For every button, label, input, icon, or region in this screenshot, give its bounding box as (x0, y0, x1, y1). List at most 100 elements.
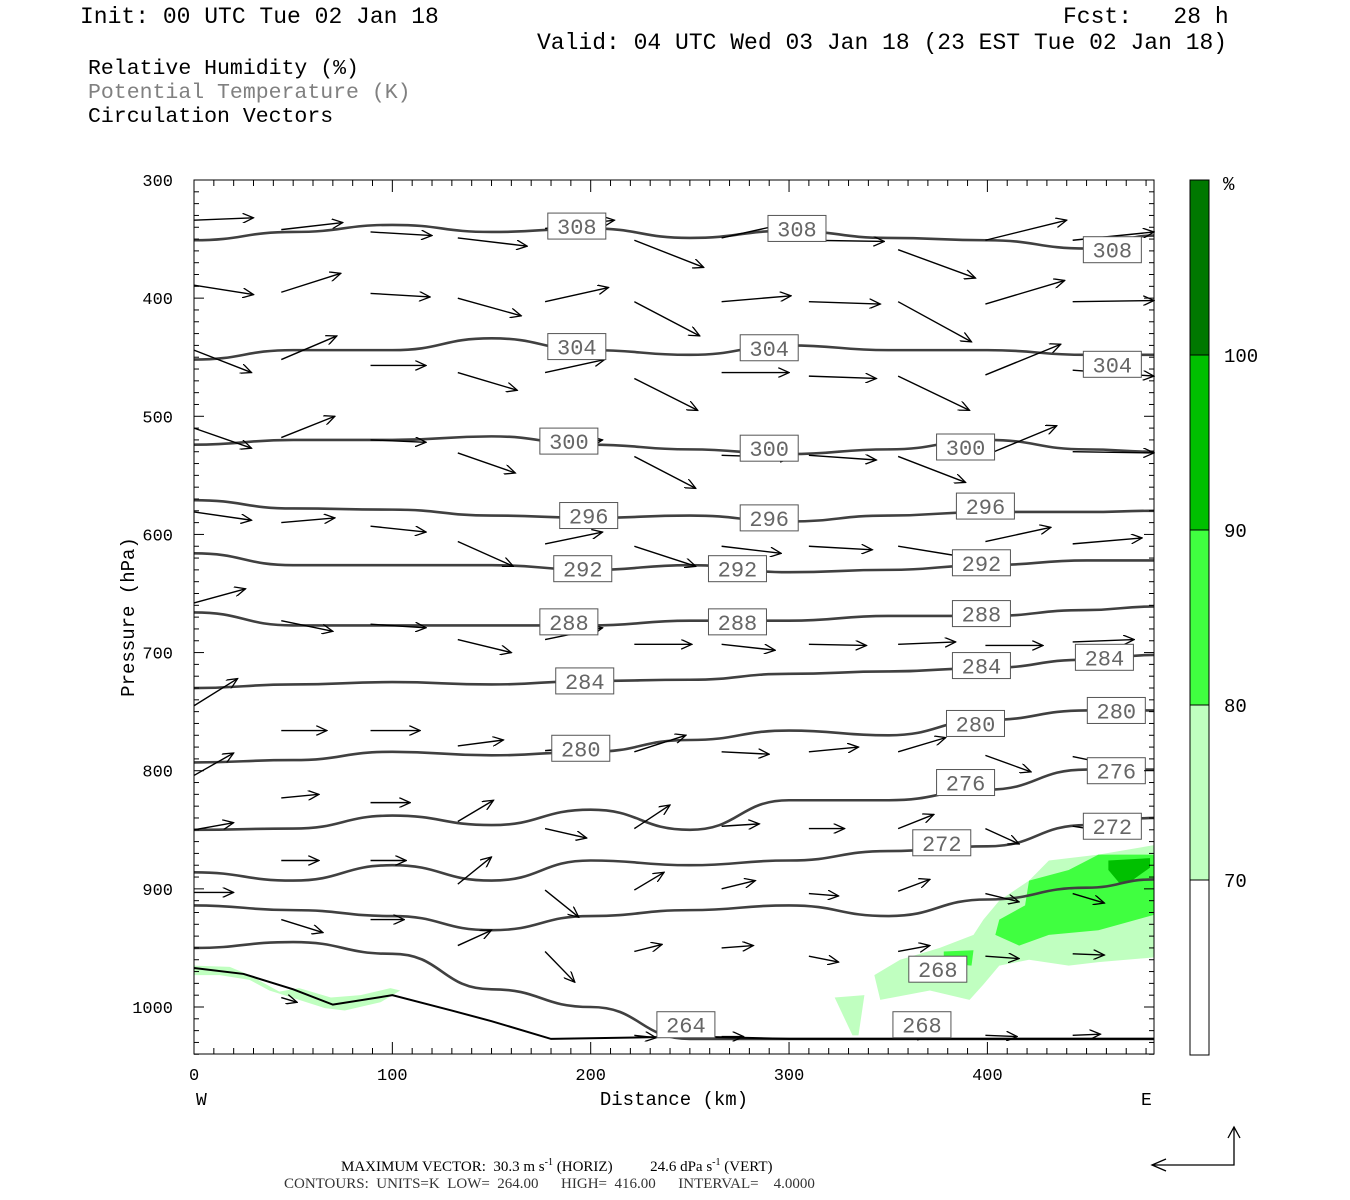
theta-label: 280 (561, 738, 601, 763)
vector-arrow (985, 527, 1050, 543)
vector-arrow (897, 455, 965, 482)
west-label: W (196, 1091, 207, 1111)
vector-arrow (985, 426, 1056, 456)
vector-arrow (634, 239, 703, 267)
vector-arrow (633, 805, 670, 830)
vector-arrow (193, 823, 234, 831)
theta-label: 296 (966, 496, 1006, 521)
vert-exponent: -1 (712, 1157, 721, 1168)
theta-contour-276 (193, 768, 1154, 832)
theta-label-box (1082, 236, 1142, 264)
vector-arrow (898, 946, 930, 952)
vector-arrow (281, 273, 341, 293)
vector-arrow (897, 738, 946, 753)
colorbar-swatch (1189, 354, 1210, 531)
vector-arrow (897, 879, 930, 892)
theta-label: 272 (922, 833, 962, 858)
theta-contour-304 (193, 337, 1154, 361)
vector-arrow (544, 889, 579, 917)
theta-label-box (1086, 757, 1146, 785)
vector-arrow (721, 752, 770, 754)
theta-label: 308 (557, 216, 597, 241)
max-vector-label: MAXIMUM VECTOR: (341, 1159, 486, 1175)
theta-label-box (739, 434, 799, 462)
vector-arrow (897, 814, 934, 830)
vector-arrow (370, 440, 427, 442)
x-axis-label: Distance (km) (600, 1089, 748, 1111)
theta-label: 300 (946, 437, 986, 462)
colorbar-level-label: 80 (1224, 696, 1247, 718)
y-tick-label: 900 (142, 882, 173, 901)
y-tick-label: 700 (142, 646, 173, 665)
theta-label: 300 (549, 431, 589, 456)
vector-arrow (634, 735, 686, 753)
max-horiz-value: 30.3 m s (493, 1159, 545, 1175)
vector-arrow (193, 511, 252, 520)
rh-region-70-80 (194, 965, 401, 1011)
theta-label-box (707, 608, 767, 636)
theta-label: 276 (1097, 761, 1137, 786)
y-tick-label: 400 (142, 291, 173, 310)
vector-arrow (985, 280, 1064, 305)
vector-arrow (721, 296, 791, 303)
max-vector-line: MAXIMUM VECTOR: 30.3 m s-1 (HORIZ) 24.6 … (341, 1157, 773, 1176)
vector-arrow (985, 220, 1066, 241)
vector-arrow (281, 918, 323, 933)
colorbar: % 100 90 80 70 (1189, 174, 1258, 1056)
theta-label: 272 (1093, 816, 1133, 841)
vector-arrow (985, 1035, 1017, 1036)
vector-arrow (370, 525, 427, 532)
terrain-line (193, 967, 1154, 1040)
vector-scale-icon (1150, 1125, 1241, 1172)
theta-label: 268 (918, 959, 958, 984)
theta-label-box (1082, 350, 1142, 378)
valid-time: Valid: 04 UTC Wed 03 Jan 18 (23 EST Tue … (537, 30, 1228, 56)
vector-arrow (1072, 538, 1142, 545)
vector-arrow (281, 619, 333, 632)
vector-arrow (457, 297, 521, 316)
theta-label-box (912, 829, 972, 857)
vector-arrow (985, 892, 1019, 902)
vector-arrow (544, 360, 605, 374)
east-label: E (1141, 1091, 1152, 1111)
theta-label-box (1074, 643, 1134, 671)
vector-arrow (985, 956, 1019, 958)
vector-arrow (634, 545, 695, 566)
vector-arrow (1072, 640, 1134, 642)
colorbar-swatch (1189, 704, 1210, 881)
theta-label-box (547, 333, 607, 361)
axes: 300 400 500 600 700 800 900 1000 0 100 200 300 400 (132, 173, 1154, 1086)
vector-arrow (808, 376, 876, 378)
vector-arrow (897, 249, 975, 278)
theta-label-box (739, 334, 799, 362)
theta-label-box (936, 433, 996, 461)
theta-label: 264 (666, 1015, 706, 1040)
colorbar-level-label: 70 (1224, 871, 1247, 893)
vector-arrow (370, 293, 431, 297)
legend-circulation-vectors: Circulation Vectors (88, 105, 334, 129)
vector-arrow (808, 956, 839, 962)
vector-arrow (721, 545, 782, 553)
vector-arrow (1072, 301, 1154, 302)
theta-label-box (539, 608, 599, 636)
vector-arrow (721, 881, 756, 890)
x-tick-label: 200 (575, 1067, 606, 1086)
theta-label: 308 (777, 218, 817, 243)
legend-relative-humidity: Relative Humidity (%) (88, 57, 359, 81)
colorbar-unit: % (1223, 174, 1235, 196)
forecast-hour: Fcst: 28 h (1063, 4, 1229, 30)
vector-arrow (457, 452, 516, 473)
theta-label: 304 (557, 337, 597, 362)
vector-arrow (634, 1035, 656, 1037)
vector-arrow (193, 679, 238, 707)
vector-arrow (457, 800, 494, 823)
vector-arrow (544, 532, 603, 545)
theta-label: 292 (563, 559, 603, 584)
vector-arrow (634, 944, 662, 953)
theta-label: 284 (565, 671, 605, 696)
horiz-exponent: -1 (544, 1157, 553, 1168)
theta-label: 288 (962, 604, 1002, 629)
max-vert-value: 24.6 dPa s (650, 1159, 713, 1175)
init-time: Init: 00 UTC Tue 02 Jan 18 (80, 4, 439, 30)
